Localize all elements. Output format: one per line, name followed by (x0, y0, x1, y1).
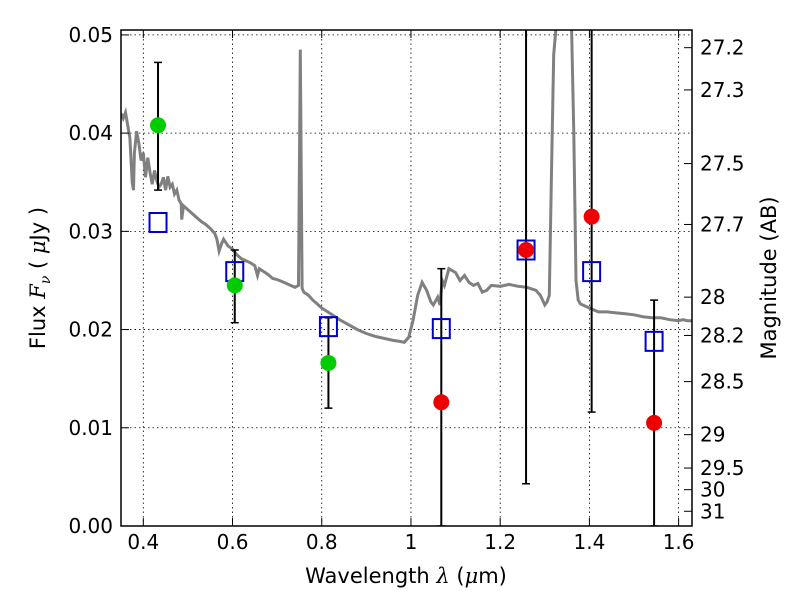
x-tick-label: 1.6 (663, 530, 695, 554)
plot-area (121, 30, 692, 526)
magnitude-tick-label: 28.2 (700, 323, 745, 347)
non-detection-dot (583, 208, 600, 225)
non-detection-dot (646, 414, 663, 431)
model-square (148, 212, 168, 234)
magnitude-tick-label: 27.3 (700, 78, 745, 102)
x-tick-label: 0.6 (217, 530, 249, 554)
magnitude-tick-label: 27.2 (700, 36, 745, 60)
y-tick-label: 0.04 (68, 121, 113, 145)
magnitude-axis-label: Magnitude (AB) (757, 196, 781, 359)
magnitude-tick-label: 30 (700, 478, 725, 502)
model-square (582, 261, 602, 283)
x-tick-label: 1.2 (484, 530, 516, 554)
sed-model-line (121, 30, 692, 344)
y-tick-label: 0.00 (68, 514, 113, 538)
y-tick-label: 0.02 (68, 318, 113, 342)
magnitude-tick-label: 28.5 (700, 370, 745, 394)
x-axis-ticks: 0.4 0.6 0.8 1 1.2 1.4 1.6 (127, 30, 695, 554)
non-detection-dot (518, 242, 535, 259)
magnitude-tick-label: 28 (700, 285, 725, 309)
model-square (644, 330, 664, 352)
y-tick-label: 0.01 (68, 416, 113, 440)
y-tick-label: 0.05 (68, 23, 113, 47)
detection-dot (320, 354, 337, 371)
grid-lines (121, 30, 692, 527)
x-tick-label: 1.4 (573, 530, 605, 554)
detection-dot (226, 277, 243, 294)
x-tick-label: 1 (405, 530, 418, 554)
y-tick-label: 0.03 (68, 219, 113, 243)
x-tick-label: 0.4 (127, 530, 159, 554)
magnitude-tick-label: 27.7 (700, 212, 745, 236)
observed-flux-dots (150, 117, 663, 431)
magnitude-tick-label: 29.5 (700, 456, 745, 480)
model-square (318, 316, 338, 338)
plot-frame (120, 29, 693, 527)
detection-dot (150, 117, 167, 134)
model-square (431, 318, 451, 340)
magnitude-tick-label: 29 (700, 423, 725, 447)
model-square (516, 239, 536, 261)
magnitude-tick-label: 31 (700, 499, 725, 523)
magnitude-tick-label: 27.5 (700, 152, 745, 176)
y-axis-ticks: 0.00 0.01 0.02 0.03 0.04 0.05 (68, 23, 129, 538)
x-tick-label: 0.8 (306, 530, 338, 554)
y-axis-label: Flux Fν ( μJy ) (26, 207, 54, 349)
non-detection-dot (433, 394, 450, 411)
x-axis-label: Wavelength λ (μm) (305, 564, 507, 588)
model-photometry-squares (148, 212, 664, 352)
